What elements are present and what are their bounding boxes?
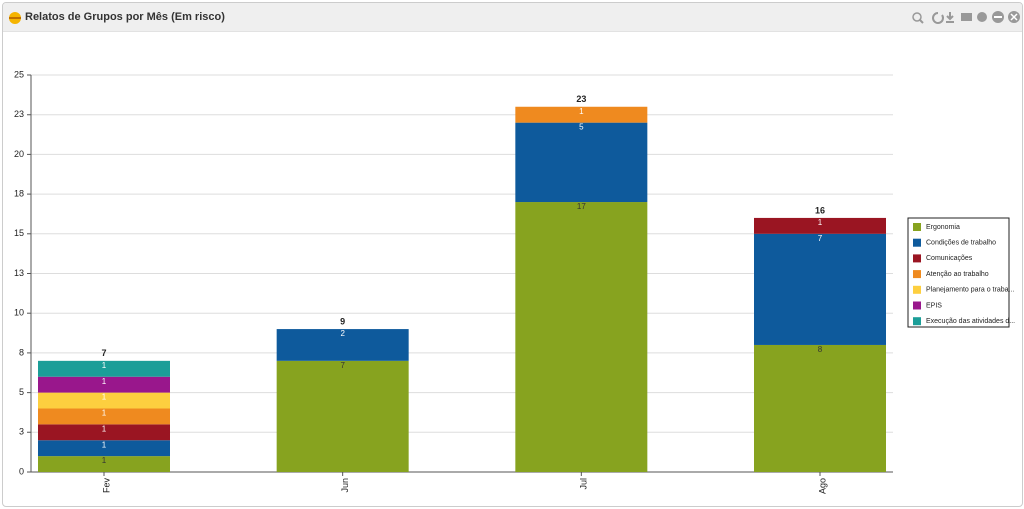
bar-segment <box>38 408 170 425</box>
y-tick-label: 8 <box>19 347 24 357</box>
legend-swatch <box>913 270 921 279</box>
x-tick-label: Ago <box>817 478 827 494</box>
bar-segment <box>515 202 648 473</box>
legend-label: Comunicações <box>926 255 973 262</box>
y-tick-label: 23 <box>14 109 24 119</box>
x-tick-label: Jul <box>579 478 589 490</box>
bar-segment <box>38 424 170 441</box>
chart: 03581013151820232511111117Fev729Jun17512… <box>14 69 1015 494</box>
bar-segment <box>38 376 170 393</box>
total-label: 9 <box>340 316 345 326</box>
data-label: 8 <box>818 345 823 354</box>
total-label: 23 <box>576 94 586 104</box>
y-tick-label: 20 <box>14 149 24 159</box>
legend-swatch <box>913 223 921 231</box>
y-tick-label: 15 <box>14 228 24 238</box>
toolbar[interactable] <box>908 10 1023 26</box>
data-label: 1 <box>102 393 107 402</box>
data-label: 1 <box>102 361 107 370</box>
y-tick-label: 25 <box>14 69 24 79</box>
y-tick-label: 10 <box>14 308 24 318</box>
legend-label: Planejamento para o traba... <box>926 287 1014 294</box>
bar-segment <box>38 360 170 377</box>
legend-label: Execução das atividades d... <box>926 318 1015 325</box>
x-tick-label: Jun <box>340 478 350 493</box>
icon <box>9 12 21 24</box>
bar-segment <box>754 217 886 234</box>
bar-segment <box>38 456 170 472</box>
data-label: 7 <box>818 234 823 243</box>
bar-segment <box>38 440 170 457</box>
legend-swatch <box>913 285 921 294</box>
legend-swatch <box>913 301 921 310</box>
data-label: 17 <box>577 202 586 211</box>
panel-title: Relatos de Grupos por Mês (Em risco) <box>25 11 225 23</box>
legend-swatch <box>913 238 921 247</box>
x-tick-label: Fev <box>101 478 111 494</box>
data-label: 1 <box>102 424 107 433</box>
data-label: 7 <box>340 361 345 370</box>
y-tick-label: 0 <box>19 466 24 476</box>
legend-label: Atenção ao trabalho <box>926 271 989 278</box>
total-label: 7 <box>101 348 106 358</box>
bar-segment <box>276 360 409 472</box>
bar-segment <box>38 392 170 409</box>
data-label: 1 <box>818 218 823 227</box>
data-label: 1 <box>102 440 107 449</box>
bar-segment <box>515 106 648 123</box>
legend-label: Ergonomia <box>926 224 960 231</box>
bar-segment <box>276 329 409 361</box>
data-label: 1 <box>102 456 107 465</box>
y-tick-label: 5 <box>19 387 24 397</box>
data-label: 2 <box>340 329 345 338</box>
data-label: 1 <box>579 107 584 116</box>
legend-box <box>907 217 1010 328</box>
legend-swatch <box>913 254 921 263</box>
y-tick-label: 18 <box>14 188 24 198</box>
data-label: 1 <box>102 409 107 418</box>
legend-swatch <box>913 317 921 326</box>
total-label: 16 <box>815 205 825 215</box>
legend-label: EPIS <box>926 302 942 309</box>
bar-segment <box>754 344 886 472</box>
bar-segment <box>754 233 886 345</box>
panel-header: Relatos de Grupos por Mês (Em risco) <box>3 3 1022 32</box>
data-label: 1 <box>102 377 107 386</box>
bar-segment <box>515 122 648 203</box>
y-tick-label: 13 <box>14 268 24 278</box>
data-label: 5 <box>579 123 584 132</box>
legend-label: Condições de trabalho <box>926 240 996 247</box>
y-tick-label: 3 <box>19 427 24 437</box>
